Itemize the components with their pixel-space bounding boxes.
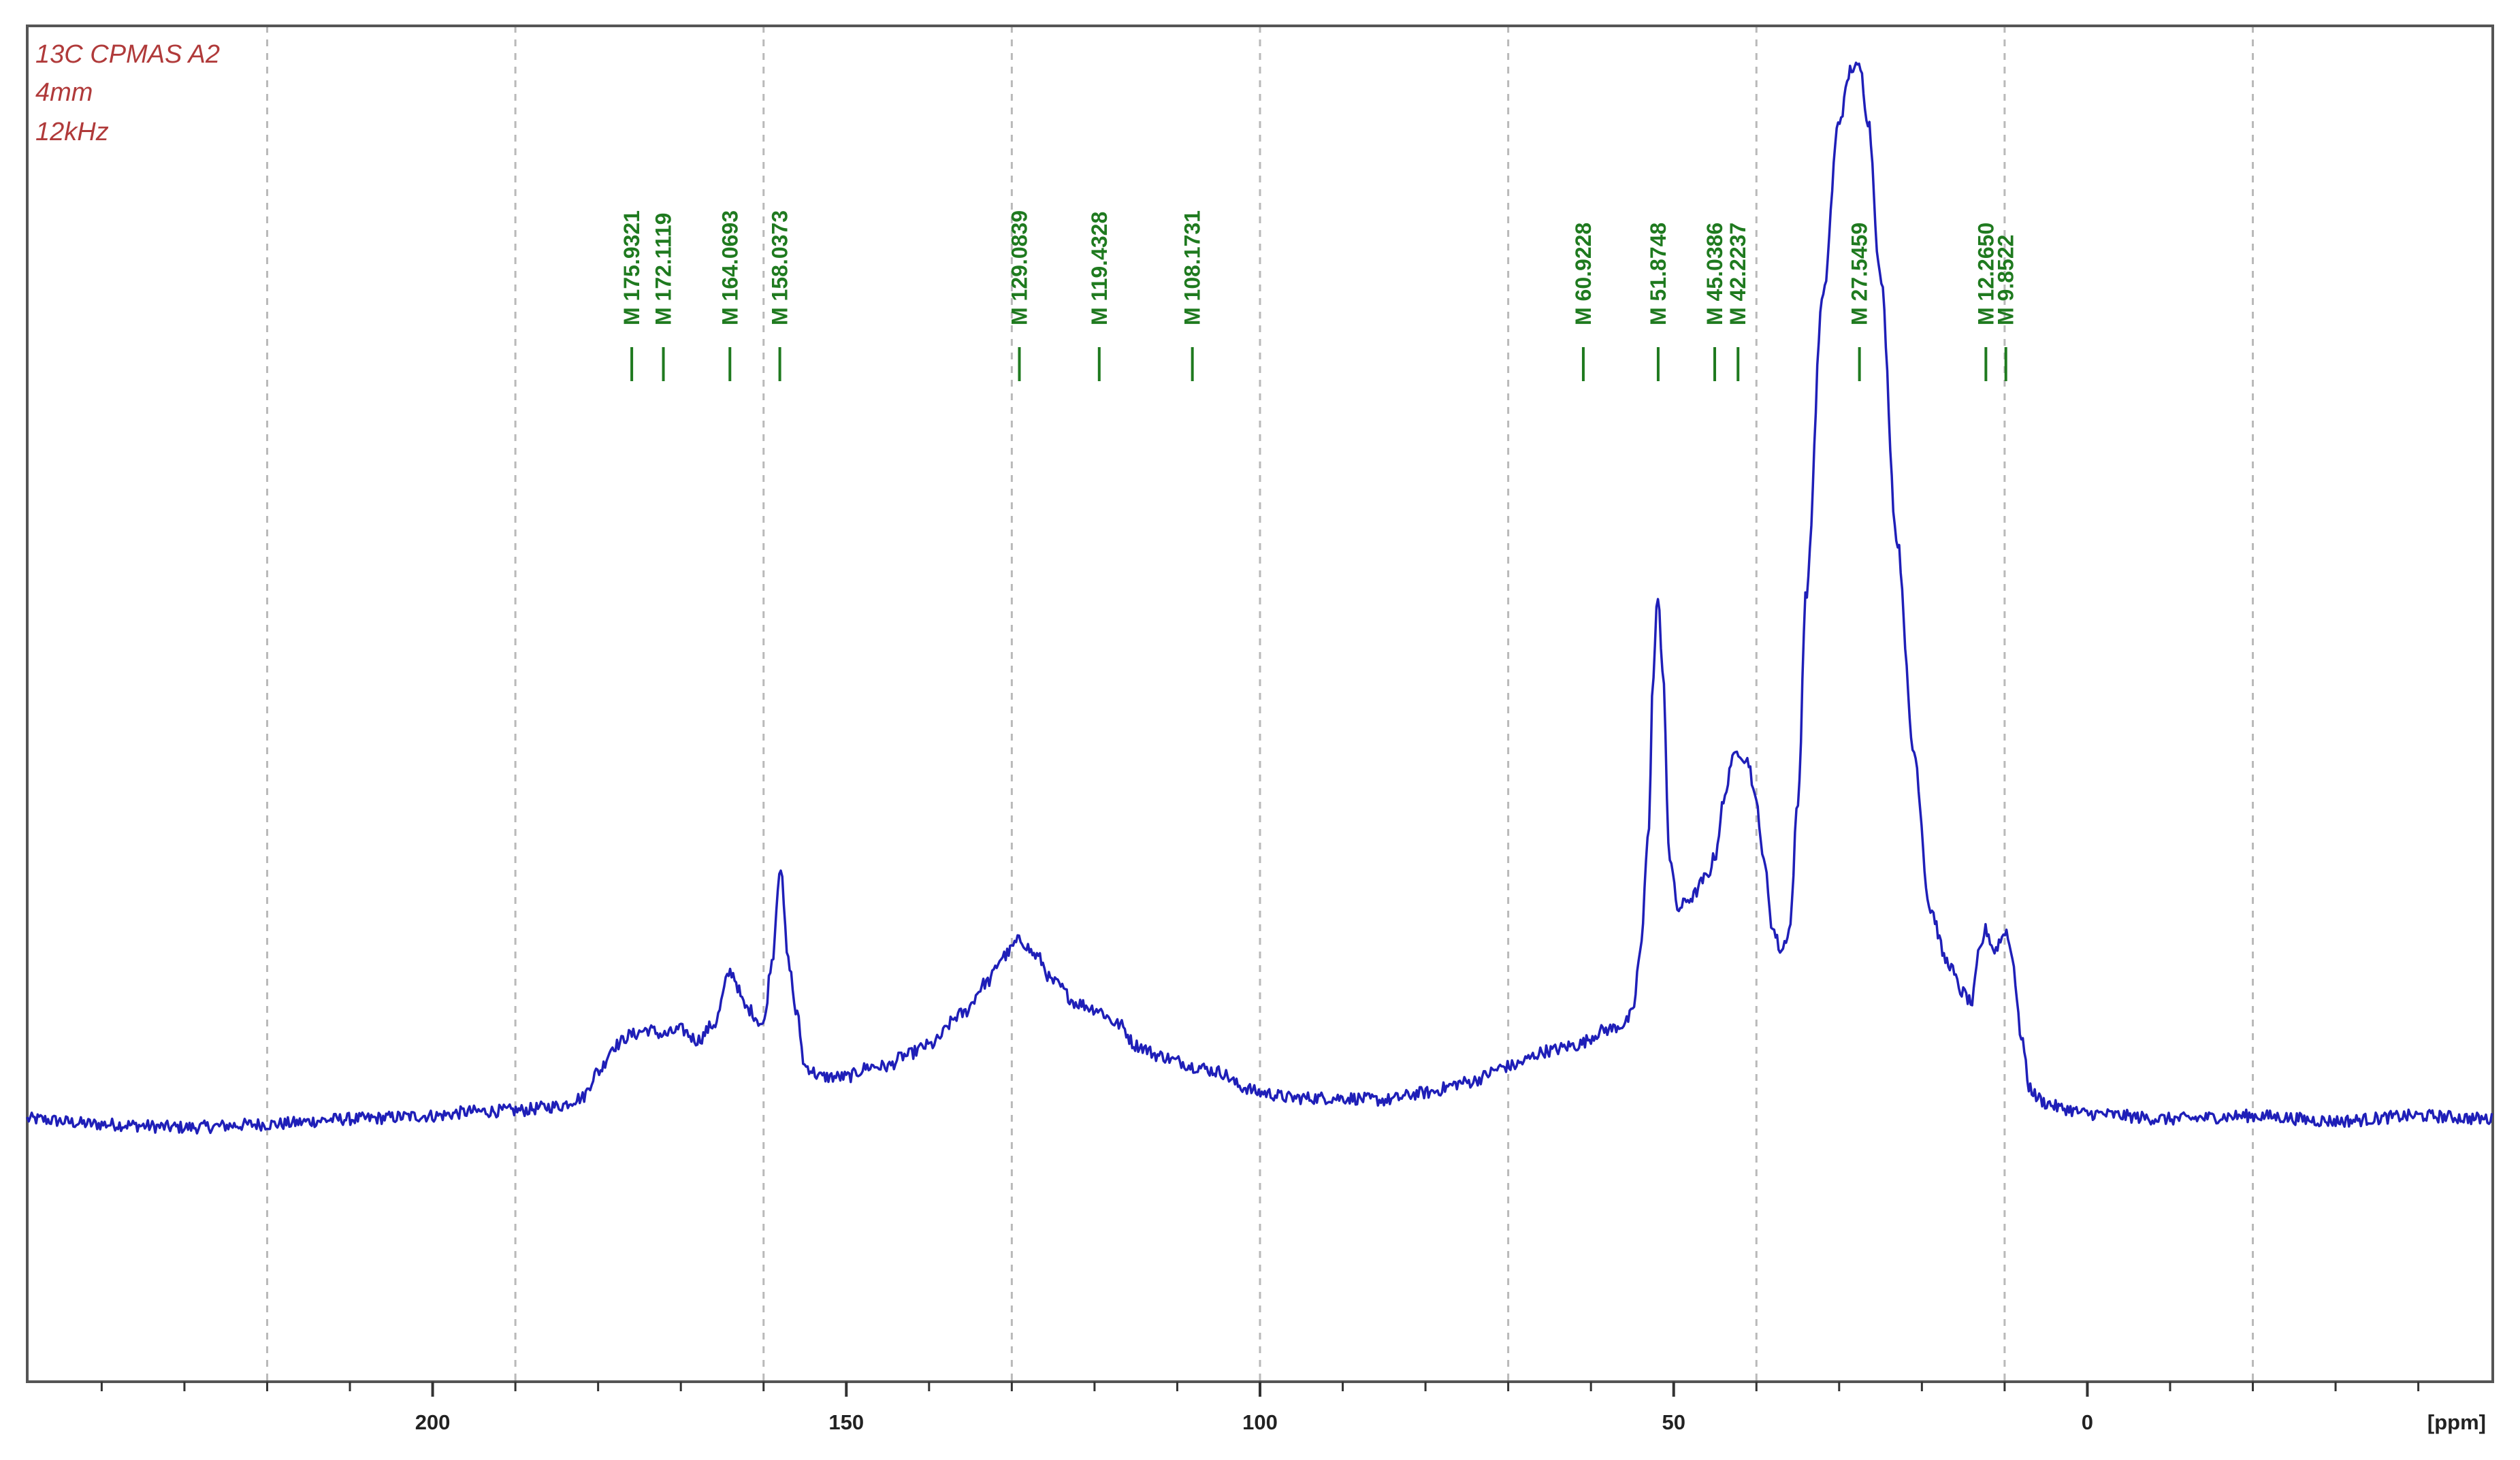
info-line-nucleus: 13C CPMAS A2	[35, 40, 220, 69]
peak-label: M 164.0693	[717, 210, 742, 325]
peak-label: M 42.2237	[1726, 223, 1750, 325]
peak-label: M 175.9321	[619, 210, 644, 325]
peak-label: M 158.0373	[768, 210, 792, 325]
plot-frame	[26, 25, 2494, 1383]
x-tick-label: 100	[1242, 1410, 1278, 1434]
x-tick-label: 50	[1662, 1410, 1685, 1434]
peak-label: M 108.1731	[1180, 210, 1205, 325]
peak-label: M 119.4328	[1087, 212, 1112, 325]
info-line-rotor: 4mm	[35, 78, 93, 107]
peak-label: M 129.0839	[1007, 210, 1032, 325]
peak-label: M 27.5459	[1847, 223, 1872, 325]
x-axis-unit-label: [ppm]	[2427, 1410, 2486, 1434]
peak-label: M 9.8522	[1994, 235, 2018, 325]
peak-label: M 51.8748	[1646, 223, 1670, 325]
x-tick-label: 200	[415, 1410, 451, 1434]
acquisition-info: 13C CPMAS A2 4mm 12kHz	[35, 40, 220, 146]
vertical-grid-lines	[265, 26, 2255, 1382]
x-axis-ticks	[100, 1382, 2420, 1397]
peak-label: M 60.9228	[1571, 223, 1596, 325]
x-axis-tick-labels: 200 150 100 50 0	[415, 1410, 2093, 1434]
spectrum-trace	[26, 61, 2493, 1135]
x-tick-label: 0	[2082, 1410, 2093, 1434]
peak-label: M 12.2650	[1973, 223, 1998, 325]
x-tick-label: 150	[828, 1410, 864, 1434]
peak-label: M 45.0386	[1702, 223, 1727, 325]
peak-markers: M 175.9321 M 172.1119 M 164.0693 M 158.0373…	[619, 210, 2018, 381]
peak-label: M 172.1119	[651, 213, 676, 325]
info-line-spin-rate: 12kHz	[35, 118, 109, 146]
